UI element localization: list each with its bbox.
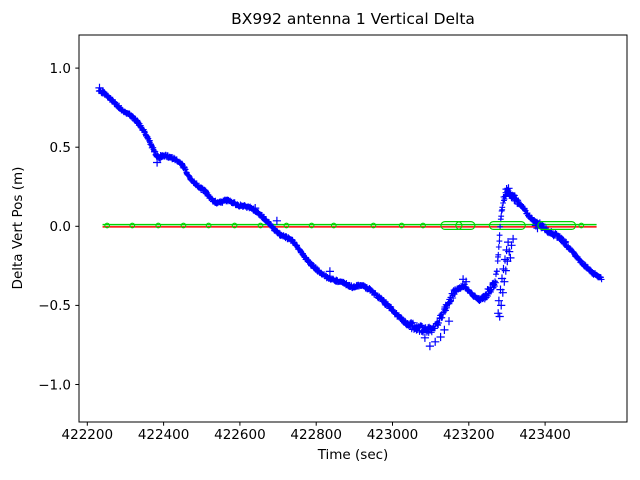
y-tick-label: 1.0 [50, 61, 71, 77]
green-circle-marker [578, 222, 585, 229]
green-circle-marker [205, 222, 212, 229]
y-tick-label: 0.0 [50, 219, 71, 235]
x-tick-label: 422400 [138, 427, 190, 443]
green-circle-cluster [537, 221, 577, 231]
green-circle-marker [398, 222, 405, 229]
x-tick-label: 422800 [290, 427, 342, 443]
green-circle-marker [155, 222, 162, 229]
x-tick-label: 423200 [443, 427, 495, 443]
green-circle-marker [257, 222, 264, 229]
green-circle-marker [330, 222, 337, 229]
x-tick-label: 423000 [367, 427, 419, 443]
x-axis-label: Time (sec) [317, 447, 389, 463]
green-circle-marker [104, 222, 110, 229]
y-tick-label: −1.0 [38, 377, 71, 393]
y-tick-label: −0.5 [38, 298, 71, 314]
delta-data-outliers [95, 83, 546, 351]
green-circle-marker [283, 222, 290, 229]
green-circle-cluster [440, 221, 463, 231]
y-axis-label: Delta Vert Pos (m) [10, 167, 26, 290]
green-circle-markers [104, 221, 585, 231]
x-tick-label: 422200 [62, 427, 114, 443]
green-circle-marker [308, 222, 315, 229]
green-circle-marker [129, 222, 136, 229]
green-circle-marker [370, 222, 377, 229]
chart-title: BX992 antenna 1 Vertical Delta [231, 10, 475, 28]
y-tick-label: 0.5 [50, 140, 71, 156]
plot-border [78, 34, 628, 423]
axes-ticks: 422200 422400 422600 422800 423000 423200 4234… [38, 61, 571, 443]
green-circle-cluster [455, 221, 476, 231]
x-tick-label: 422600 [214, 427, 266, 443]
green-circle-marker [180, 222, 187, 229]
green-circle-marker [420, 222, 426, 229]
blue-plus-markers [95, 83, 605, 351]
green-circle-cluster [488, 221, 526, 231]
x-tick-label: 423400 [519, 427, 571, 443]
green-circle-marker [231, 222, 238, 229]
